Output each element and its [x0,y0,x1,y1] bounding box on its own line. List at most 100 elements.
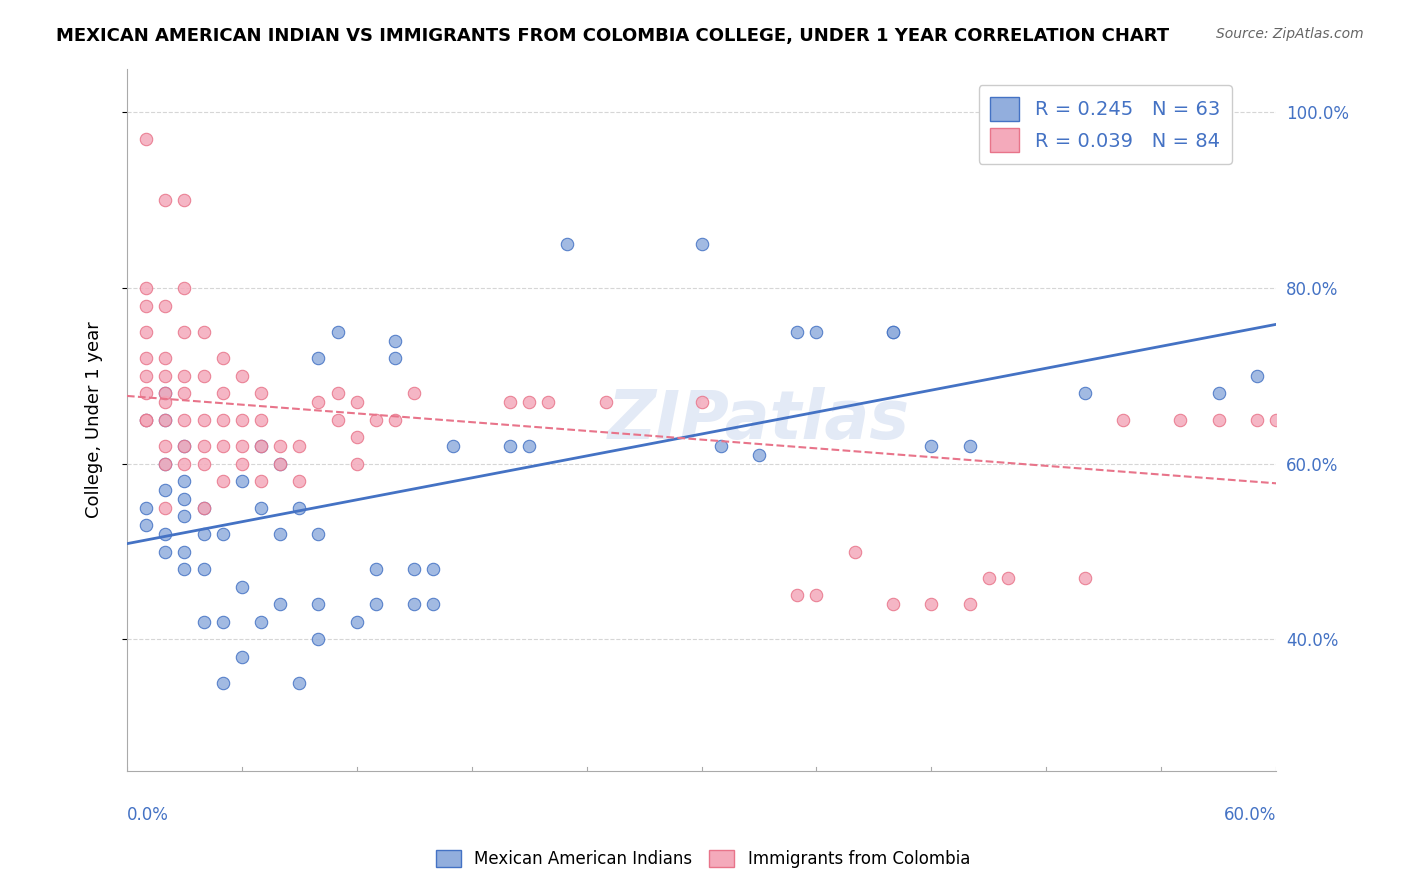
Text: ZIPatlas: ZIPatlas [607,387,910,453]
Point [882,325,904,339]
Point [269,597,291,611]
Point [193,457,215,471]
Point [155,299,177,313]
Point [499,395,522,409]
Legend: Mexican American Indians, Immigrants from Colombia: Mexican American Indians, Immigrants fro… [429,843,977,875]
Point [690,237,713,252]
Point [1361,413,1384,427]
Point [288,439,311,453]
Point [346,615,368,629]
Point [155,395,177,409]
Point [155,500,177,515]
Point [1073,571,1095,585]
Point [231,457,253,471]
Point [211,475,233,489]
Point [173,544,195,558]
Point [959,597,981,611]
Point [173,368,195,383]
Point [211,413,233,427]
Point [997,571,1019,585]
Point [326,413,349,427]
Point [193,368,215,383]
Point [193,439,215,453]
Point [882,597,904,611]
Point [135,386,157,401]
Point [173,439,195,453]
Text: 60.0%: 60.0% [1223,806,1277,824]
Point [173,325,195,339]
Point [786,589,808,603]
Point [231,413,253,427]
Point [1303,413,1326,427]
Point [155,351,177,366]
Point [806,325,828,339]
Point [920,597,942,611]
Point [364,413,387,427]
Point [250,500,273,515]
Point [269,457,291,471]
Point [173,509,195,524]
Point [326,386,349,401]
Point [211,676,233,690]
Point [231,580,253,594]
Point [288,676,311,690]
Point [269,457,291,471]
Point [173,457,195,471]
Point [135,413,157,427]
Point [537,395,560,409]
Point [1168,413,1191,427]
Point [959,439,981,453]
Point [155,386,177,401]
Point [517,439,540,453]
Point [346,395,368,409]
Point [1208,413,1230,427]
Point [269,527,291,541]
Point [135,132,157,146]
Point [211,351,233,366]
Point [173,194,195,208]
Point [193,500,215,515]
Point [135,368,157,383]
Point [155,527,177,541]
Point [193,500,215,515]
Text: Source: ZipAtlas.com: Source: ZipAtlas.com [1216,27,1364,41]
Point [1246,413,1268,427]
Point [384,351,406,366]
Point [517,395,540,409]
Point [250,475,273,489]
Point [193,527,215,541]
Point [193,562,215,576]
Point [690,395,713,409]
Point [250,615,273,629]
Point [155,439,177,453]
Point [173,562,195,576]
Point [173,413,195,427]
Point [384,334,406,348]
Point [806,589,828,603]
Point [193,325,215,339]
Point [231,439,253,453]
Y-axis label: College, Under 1 year: College, Under 1 year [86,321,103,518]
Point [307,351,329,366]
Point [155,194,177,208]
Point [135,351,157,366]
Point [1073,386,1095,401]
Point [307,597,329,611]
Point [595,395,617,409]
Point [422,562,444,576]
Point [250,439,273,453]
Point [404,562,426,576]
Point [250,386,273,401]
Point [786,325,808,339]
Legend: R = 0.245   N = 63, R = 0.039   N = 84: R = 0.245 N = 63, R = 0.039 N = 84 [979,86,1232,164]
Point [269,439,291,453]
Point [1246,368,1268,383]
Point [135,413,157,427]
Point [1265,413,1288,427]
Point [1112,413,1135,427]
Point [173,475,195,489]
Point [135,299,157,313]
Point [307,395,329,409]
Point [135,500,157,515]
Point [384,413,406,427]
